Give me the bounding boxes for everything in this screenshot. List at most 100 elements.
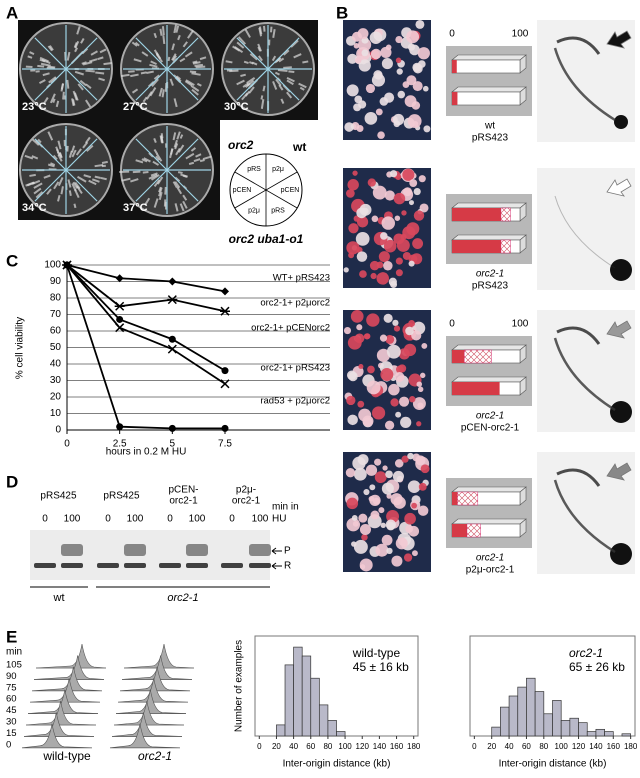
red-fraction	[452, 524, 467, 537]
band	[249, 563, 271, 568]
sector-label: p2μ	[272, 166, 284, 173]
y-axis-label: Number of examples	[234, 640, 245, 732]
colony	[366, 84, 375, 93]
streak	[261, 95, 262, 99]
x-tick-label: 40	[505, 742, 514, 751]
colony	[356, 125, 363, 132]
facs-time: 105	[6, 660, 22, 671]
colony	[404, 344, 416, 356]
x-tick-label: 20	[272, 742, 281, 751]
streak	[101, 178, 107, 179]
x-tick-label: 40	[289, 742, 298, 751]
x-tick-label: 0	[64, 439, 70, 450]
x-axis-label: hours in 0.2 M HU	[106, 447, 187, 458]
sector-label: pRS	[271, 208, 285, 215]
facs-time: 90	[6, 671, 17, 682]
streak	[95, 72, 104, 73]
colony	[369, 495, 380, 506]
colony	[380, 368, 393, 381]
histogram-bar	[605, 732, 614, 736]
facs-time: 15	[6, 728, 17, 739]
bar-top	[452, 519, 526, 524]
streak	[283, 67, 292, 68]
colony	[409, 396, 415, 402]
gel-spot	[614, 115, 628, 129]
temperature-label: 30°C	[224, 101, 249, 113]
colony	[358, 100, 366, 108]
colony	[382, 216, 395, 229]
colony	[408, 114, 422, 128]
marker	[168, 278, 176, 286]
colony	[352, 171, 357, 176]
colony	[394, 326, 400, 332]
colony	[397, 91, 405, 99]
colony	[416, 381, 422, 387]
colony	[353, 521, 359, 527]
marker	[169, 336, 176, 343]
red-fraction	[452, 492, 457, 505]
streak	[264, 26, 265, 32]
streak	[95, 177, 101, 178]
marker	[221, 380, 229, 388]
time-label: 0	[229, 514, 235, 525]
bar-top	[452, 87, 526, 92]
colony	[384, 240, 397, 253]
colony	[415, 455, 425, 465]
colony	[354, 540, 368, 554]
colony	[409, 179, 417, 187]
time-label: 100	[64, 514, 81, 525]
x-tick-label: 100	[338, 742, 352, 751]
colony	[382, 58, 393, 69]
marker	[221, 287, 229, 295]
red-fraction	[452, 92, 457, 105]
histogram-bar	[294, 647, 303, 736]
histogram-bar	[622, 734, 631, 736]
streak	[102, 162, 108, 163]
colony	[392, 320, 398, 326]
colony	[396, 58, 402, 64]
colony	[372, 216, 379, 223]
facs-trace	[36, 644, 106, 668]
streak	[121, 75, 129, 76]
colony	[402, 226, 415, 239]
gel-spot	[610, 401, 632, 423]
colony	[414, 210, 424, 220]
streak	[163, 35, 164, 44]
colony	[378, 507, 384, 513]
x-tick-label: 160	[607, 742, 621, 751]
sector-label: p2μ	[248, 208, 260, 215]
colony	[391, 556, 402, 567]
colony	[394, 372, 404, 382]
colony	[370, 32, 382, 44]
colony	[381, 523, 386, 528]
lane-label: pRS425	[40, 491, 77, 502]
streak	[190, 71, 196, 72]
x-tick-label: 80	[539, 742, 548, 751]
bar-frame	[452, 60, 520, 73]
colony	[374, 459, 381, 466]
row-label: orc2-1	[476, 553, 504, 564]
x-tick-label: 20	[487, 742, 496, 751]
y-tick-label: 0	[55, 425, 61, 436]
colony	[421, 464, 430, 473]
time-axis-label: min in	[272, 502, 299, 513]
streak	[143, 172, 149, 173]
colony	[367, 381, 381, 395]
colony	[344, 267, 349, 272]
y-tick-label: 40	[50, 359, 62, 370]
band	[186, 544, 208, 556]
marker	[116, 423, 123, 430]
histogram-bar	[544, 714, 553, 736]
colony	[421, 343, 427, 349]
colony	[357, 251, 368, 262]
colony	[415, 20, 424, 29]
colony	[360, 558, 373, 571]
colony	[369, 484, 375, 490]
marker	[168, 345, 176, 353]
band	[61, 544, 83, 556]
strain-label: orc2 uba1-o1	[229, 232, 304, 246]
marker	[116, 274, 124, 282]
strain-label: wt	[292, 140, 306, 154]
colony	[356, 324, 362, 330]
streak	[195, 65, 203, 66]
